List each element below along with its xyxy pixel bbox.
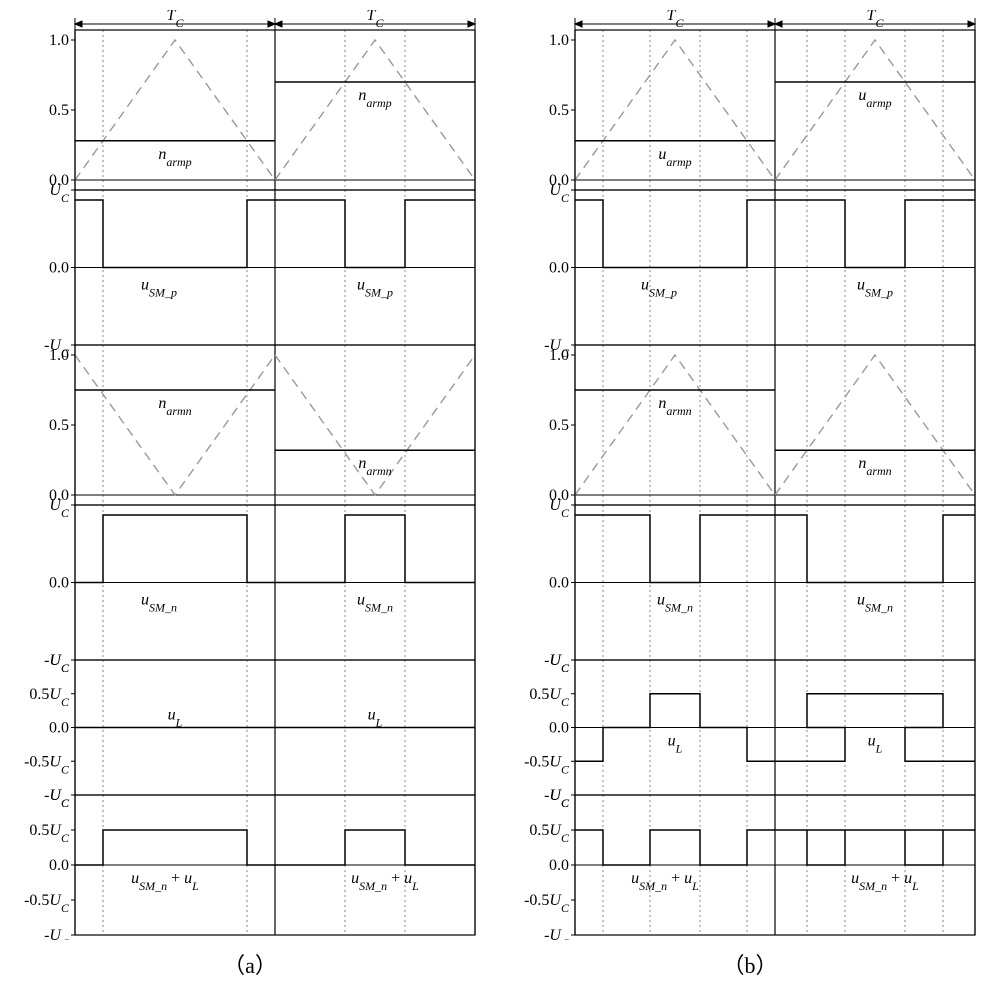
svg-text:0.5UC: 0.5UC [29, 822, 70, 845]
svg-text:uSM_p: uSM_p [641, 277, 677, 300]
svg-text:1.0: 1.0 [549, 347, 569, 364]
svg-text:narmn: narmn [658, 395, 691, 418]
svg-text:uL: uL [168, 707, 183, 730]
svg-text:0.0: 0.0 [49, 720, 69, 737]
svg-text:0.5: 0.5 [549, 417, 569, 434]
svg-text:uSM_n: uSM_n [141, 592, 177, 615]
svg-text:0.5UC: 0.5UC [529, 822, 570, 845]
svg-text:uL: uL [368, 707, 383, 730]
plot-a: TC TC 1.0 0.5 0.0 narmp narmp UC 0.0 -UC uSM_p uSM_… [15, 10, 485, 940]
svg-text:-UC: -UC [44, 927, 70, 940]
svg-text:0.5: 0.5 [49, 417, 69, 434]
svg-text:narmn: narmn [858, 455, 891, 478]
svg-text:TC: TC [667, 10, 685, 30]
svg-text:uSM_n + uL: uSM_n + uL [851, 870, 919, 893]
svg-text:-0.5UC: -0.5UC [524, 892, 570, 915]
svg-text:-0.5UC: -0.5UC [24, 753, 70, 776]
svg-text:-0.5UC: -0.5UC [524, 753, 570, 776]
figure-container: TC TC 1.0 0.5 0.0 narmp narmp UC 0.0 -UC uSM_p uSM_… [10, 10, 990, 980]
svg-text:UC: UC [49, 787, 70, 810]
svg-text:uSM_n + uL: uSM_n + uL [631, 870, 699, 893]
svg-text:uL: uL [668, 733, 683, 756]
svg-text:uarmp: uarmp [858, 87, 891, 110]
svg-text:TC: TC [867, 10, 885, 30]
svg-text:-0.5UC: -0.5UC [24, 892, 70, 915]
svg-text:1.0: 1.0 [549, 32, 569, 49]
svg-text:narmp: narmp [158, 146, 191, 169]
svg-text:0.0: 0.0 [49, 260, 69, 277]
svg-text:uSM_p: uSM_p [141, 277, 177, 300]
svg-text:0.5: 0.5 [549, 102, 569, 119]
svg-text:uSM_n: uSM_n [357, 592, 393, 615]
svg-text:uarmp: uarmp [658, 146, 691, 169]
svg-text:-UC: -UC [544, 927, 570, 940]
svg-text:0.0: 0.0 [49, 575, 69, 592]
svg-text:narmn: narmn [158, 395, 191, 418]
svg-text:0.5UC: 0.5UC [29, 686, 70, 709]
plot-b: TC TC 1.0 0.5 0.0 uarmp uarmp UC 0.0 -UC uSM_p uSM_… [515, 10, 985, 940]
svg-text:UC: UC [549, 652, 570, 675]
svg-text:narmn: narmn [358, 455, 391, 478]
svg-text:uL: uL [868, 733, 883, 756]
caption-b: （b） [722, 948, 777, 980]
svg-text:0.0: 0.0 [549, 720, 569, 737]
caption-a: （a） [223, 948, 277, 980]
svg-text:UC: UC [549, 787, 570, 810]
column-b: TC TC 1.0 0.5 0.0 uarmp uarmp UC 0.0 -UC uSM_p uSM_… [515, 10, 985, 980]
svg-text:uSM_p: uSM_p [857, 277, 893, 300]
svg-text:uSM_n + uL: uSM_n + uL [351, 870, 419, 893]
svg-text:0.5: 0.5 [49, 102, 69, 119]
svg-text:UC: UC [49, 652, 70, 675]
svg-text:0.0: 0.0 [549, 575, 569, 592]
svg-text:uSM_n: uSM_n [857, 592, 893, 615]
svg-text:0.0: 0.0 [49, 857, 69, 874]
svg-text:uSM_p: uSM_p [357, 277, 393, 300]
svg-text:TC: TC [167, 10, 185, 30]
svg-text:narmp: narmp [358, 87, 391, 110]
svg-text:1.0: 1.0 [49, 347, 69, 364]
svg-text:0.0: 0.0 [549, 857, 569, 874]
svg-text:uSM_n: uSM_n [657, 592, 693, 615]
svg-text:0.0: 0.0 [549, 260, 569, 277]
svg-text:1.0: 1.0 [49, 32, 69, 49]
svg-text:0.5UC: 0.5UC [529, 686, 570, 709]
svg-text:uSM_n + uL: uSM_n + uL [131, 870, 199, 893]
svg-text:TC: TC [367, 10, 385, 30]
column-a: TC TC 1.0 0.5 0.0 narmp narmp UC 0.0 -UC uSM_p uSM_… [15, 10, 485, 980]
